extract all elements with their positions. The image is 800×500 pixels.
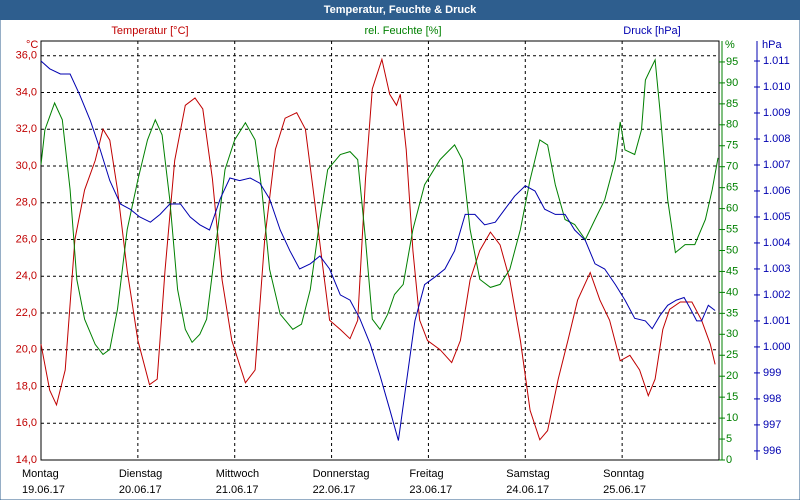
y2-unit: % bbox=[725, 39, 735, 51]
y2-tick-label: 85 bbox=[726, 98, 738, 110]
y-tick-label: 20,0 bbox=[16, 344, 37, 356]
y-tick-label: 32,0 bbox=[16, 123, 37, 135]
series-name: Druck [hPa] bbox=[623, 25, 680, 37]
y3-unit: hPa bbox=[762, 39, 782, 51]
y3-tick-label: 1.002 bbox=[763, 289, 791, 301]
x-tick-label: Dienstag bbox=[119, 468, 162, 480]
y2-tick-label: 20 bbox=[726, 370, 738, 382]
x-tick-date: 24.06.17 bbox=[506, 484, 549, 496]
x-tick-label: Sonntag bbox=[603, 468, 644, 480]
y2-tick-label: 15 bbox=[726, 391, 738, 403]
y3-tick-label: 1.010 bbox=[763, 81, 791, 93]
y2-tick-label: 95 bbox=[726, 56, 738, 68]
series-line bbox=[40, 58, 719, 356]
y2-tick-label: 25 bbox=[726, 349, 738, 361]
y2-tick-label: 65 bbox=[726, 182, 738, 194]
y-unit: °C bbox=[26, 39, 38, 51]
y-tick-label: 26,0 bbox=[16, 233, 37, 245]
x-tick-date: 21.06.17 bbox=[216, 484, 259, 496]
y3-tick-label: 1.001 bbox=[763, 315, 791, 327]
y3-tick-label: 1.011 bbox=[763, 55, 790, 67]
y3-tick-label: 1.004 bbox=[763, 237, 791, 249]
y3-tick-label: 1.005 bbox=[763, 211, 791, 223]
y3-tick-label: 996 bbox=[763, 445, 781, 457]
series-name: Temperatur [°C] bbox=[111, 25, 188, 37]
y-tick-label: 18,0 bbox=[16, 380, 37, 392]
series-name: rel. Feuchte [%] bbox=[364, 25, 441, 37]
y3-tick-label: 1.000 bbox=[763, 341, 791, 353]
y2-tick-label: 45 bbox=[726, 265, 738, 277]
x-tick-date: 20.06.17 bbox=[119, 484, 162, 496]
y2-tick-label: 40 bbox=[726, 286, 738, 298]
y2-tick-label: 70 bbox=[726, 161, 738, 173]
x-tick-label: Freitag bbox=[409, 468, 443, 480]
x-tick-label: Donnerstag bbox=[313, 468, 370, 480]
title-bar bbox=[0, 0, 800, 20]
y2-tick-label: 90 bbox=[726, 77, 738, 89]
y3-tick-label: 1.003 bbox=[763, 263, 791, 275]
y-tick-label: 14,0 bbox=[16, 454, 37, 466]
y-tick-label: 36,0 bbox=[16, 50, 37, 62]
y2-tick-label: 35 bbox=[726, 307, 738, 319]
x-tick-label: Samstag bbox=[506, 468, 549, 480]
y2-tick-label: 80 bbox=[726, 119, 738, 131]
y-tick-label: 34,0 bbox=[16, 86, 37, 98]
y3-tick-label: 997 bbox=[763, 419, 781, 431]
y-tick-label: 16,0 bbox=[16, 417, 37, 429]
series-line bbox=[40, 57, 716, 441]
y2-tick-label: 55 bbox=[726, 223, 738, 235]
x-tick-label: Mittwoch bbox=[216, 468, 259, 480]
y2-tick-label: 10 bbox=[726, 412, 738, 424]
x-tick-date: 25.06.17 bbox=[603, 484, 646, 496]
chart-title: Temperatur, Feuchte & Druck bbox=[324, 4, 477, 16]
y-tick-label: 24,0 bbox=[16, 270, 37, 282]
y2-tick-label: 30 bbox=[726, 328, 738, 340]
y2-tick-label: 60 bbox=[726, 203, 738, 215]
x-tick-date: 22.06.17 bbox=[313, 484, 356, 496]
x-tick-label: Montag bbox=[22, 468, 59, 480]
y2-tick-label: 50 bbox=[726, 244, 738, 256]
x-tick-date: 23.06.17 bbox=[409, 484, 452, 496]
y-tick-label: 30,0 bbox=[16, 160, 37, 172]
y-tick-label: 22,0 bbox=[16, 307, 37, 319]
series-line bbox=[40, 60, 716, 441]
y2-tick-label: 5 bbox=[726, 433, 732, 445]
y3-tick-label: 998 bbox=[763, 393, 781, 405]
x-tick-date: 19.06.17 bbox=[22, 484, 65, 496]
y3-tick-label: 1.009 bbox=[763, 107, 791, 119]
y2-tick-label: 75 bbox=[726, 140, 738, 152]
y3-tick-label: 1.006 bbox=[763, 185, 791, 197]
y3-tick-label: 999 bbox=[763, 367, 781, 379]
y2-tick-label: 0 bbox=[726, 454, 732, 466]
y-tick-label: 28,0 bbox=[16, 197, 37, 209]
y3-tick-label: 1.007 bbox=[763, 159, 791, 171]
y3-tick-label: 1.008 bbox=[763, 133, 791, 145]
